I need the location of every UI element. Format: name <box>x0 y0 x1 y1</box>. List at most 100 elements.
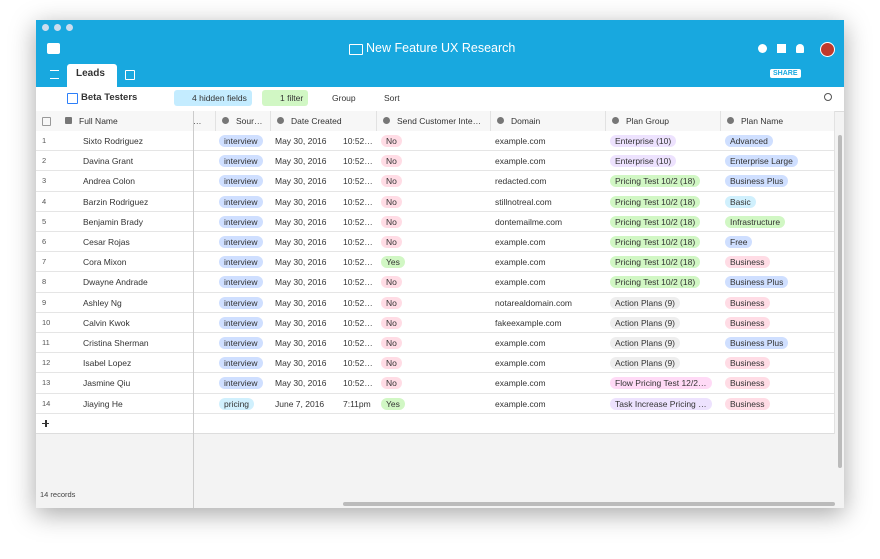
plan-group-pill: Action Plans (9) <box>610 316 680 329</box>
time-cell: 10:52… <box>343 257 373 268</box>
tab-label[interactable]: Leads <box>76 68 105 79</box>
plan-group-pill: Enterprise (10) <box>610 155 677 168</box>
date-cell: May 30, 2016 <box>275 378 327 389</box>
base-title[interactable]: New Feature UX Research <box>366 41 516 55</box>
row-number: 14 <box>42 398 51 408</box>
column-divider <box>834 111 835 434</box>
domain-cell: redacted.com <box>495 176 547 187</box>
row-number: 8 <box>42 277 47 287</box>
view-name[interactable]: Beta Testers <box>81 92 138 103</box>
source-pill: interview <box>219 377 263 390</box>
toolbar <box>36 87 844 112</box>
send-pill: No <box>381 276 402 289</box>
domain-cell: dontemailme.com <box>495 216 563 227</box>
v-scrollbar[interactable] <box>838 135 842 468</box>
plan-name-pill: Basic <box>725 195 756 208</box>
send-pill: No <box>381 175 402 188</box>
time-cell: 10:52… <box>343 378 373 389</box>
help-icon[interactable] <box>758 44 767 53</box>
source-pill: interview <box>219 256 263 269</box>
column-header: Date Created <box>291 116 342 126</box>
window-dot <box>66 24 73 31</box>
column-header: Full Name <box>79 116 118 126</box>
search-icon[interactable] <box>824 93 832 101</box>
column-header: … <box>193 116 202 126</box>
send-pill: Yes <box>381 397 405 410</box>
sort-button[interactable]: Sort <box>384 93 400 103</box>
add-row-icon <box>45 419 47 427</box>
apps-icon[interactable] <box>777 44 786 53</box>
time-cell: 10:52… <box>343 196 373 207</box>
plan-name-pill: Business Plus <box>725 276 789 289</box>
row-number: 3 <box>42 176 47 186</box>
domain-cell: example.com <box>495 378 546 389</box>
date-cell: June 7, 2016 <box>275 398 325 409</box>
row <box>36 292 834 313</box>
add-row[interactable] <box>36 413 834 434</box>
plan-group-pill: Action Plans (9) <box>610 357 680 370</box>
column-type-icon <box>497 117 504 124</box>
name-cell: Andrea Colon <box>83 176 135 187</box>
date-cell: May 30, 2016 <box>275 338 327 348</box>
row-number: 12 <box>42 358 51 368</box>
name-cell: Davina Grant <box>83 156 134 167</box>
plan-name-pill: Free <box>725 236 753 248</box>
name-cell: Calvin Kwok <box>83 317 130 328</box>
plan-name-pill: Business <box>725 377 770 390</box>
column-type-icon <box>277 117 284 124</box>
share-button[interactable]: SHARE <box>770 69 801 78</box>
logo[interactable] <box>47 43 60 54</box>
group-button[interactable]: Group <box>332 93 356 103</box>
row-number: 4 <box>42 196 47 206</box>
view-icon[interactable] <box>67 93 78 104</box>
plan-name-pill: Business <box>725 357 770 370</box>
plan-group-pill: Pricing Test 10/2 (18) <box>610 236 701 248</box>
source-pill: interview <box>219 155 263 168</box>
bell-icon[interactable] <box>796 44 804 53</box>
column-header: Send Customer Inte… <box>397 116 482 126</box>
date-cell: May 30, 2016 <box>275 358 327 369</box>
menu-icon[interactable] <box>50 70 59 79</box>
send-pill: No <box>381 296 402 309</box>
add-tab[interactable] <box>125 70 135 80</box>
domain-cell: example.com <box>495 398 546 409</box>
name-cell: Sixto Rodriguez <box>83 136 144 146</box>
header-icons[interactable] <box>758 44 814 54</box>
name-cell: Cristina Sherman <box>83 338 149 348</box>
name-cell: Dwayne Andrade <box>83 277 148 288</box>
time-cell: 10:52… <box>343 156 373 167</box>
source-pill: interview <box>219 135 263 147</box>
filter-button[interactable]: 1 filter <box>262 90 309 106</box>
time-cell: 7:11pm <box>343 398 371 409</box>
send-pill: No <box>381 135 402 147</box>
domain-cell: example.com <box>495 257 546 268</box>
avatar[interactable] <box>820 42 835 57</box>
row-number: 2 <box>42 156 47 166</box>
hidden-fields-button[interactable]: 4 hidden fields <box>174 90 252 106</box>
source-pill: pricing <box>219 397 255 410</box>
h-scrollbar[interactable] <box>343 502 835 506</box>
row <box>36 232 834 253</box>
send-pill: Yes <box>381 256 405 269</box>
date-cell: May 30, 2016 <box>275 277 327 288</box>
plan-group-pill: Pricing Test 10/2 (18) <box>610 195 701 208</box>
folder-icon <box>349 44 363 55</box>
tab-leads[interactable] <box>67 64 117 87</box>
plan-group-pill: Pricing Test 10/2 (18) <box>610 256 701 269</box>
row <box>36 272 834 293</box>
date-cell: May 30, 2016 <box>275 216 327 227</box>
name-cell: Jasmine Qiu <box>83 378 131 389</box>
row-number: 5 <box>42 216 47 226</box>
row <box>36 333 834 354</box>
plan-name-pill: Business <box>725 397 770 410</box>
row <box>36 211 834 232</box>
row <box>36 373 834 394</box>
send-pill: No <box>381 155 402 168</box>
domain-cell: fakeexample.com <box>495 317 562 328</box>
row-number: 6 <box>42 237 47 246</box>
date-cell: May 30, 2016 <box>275 156 327 167</box>
column-type-icon <box>612 117 619 124</box>
column-header: Plan Group <box>626 116 669 126</box>
